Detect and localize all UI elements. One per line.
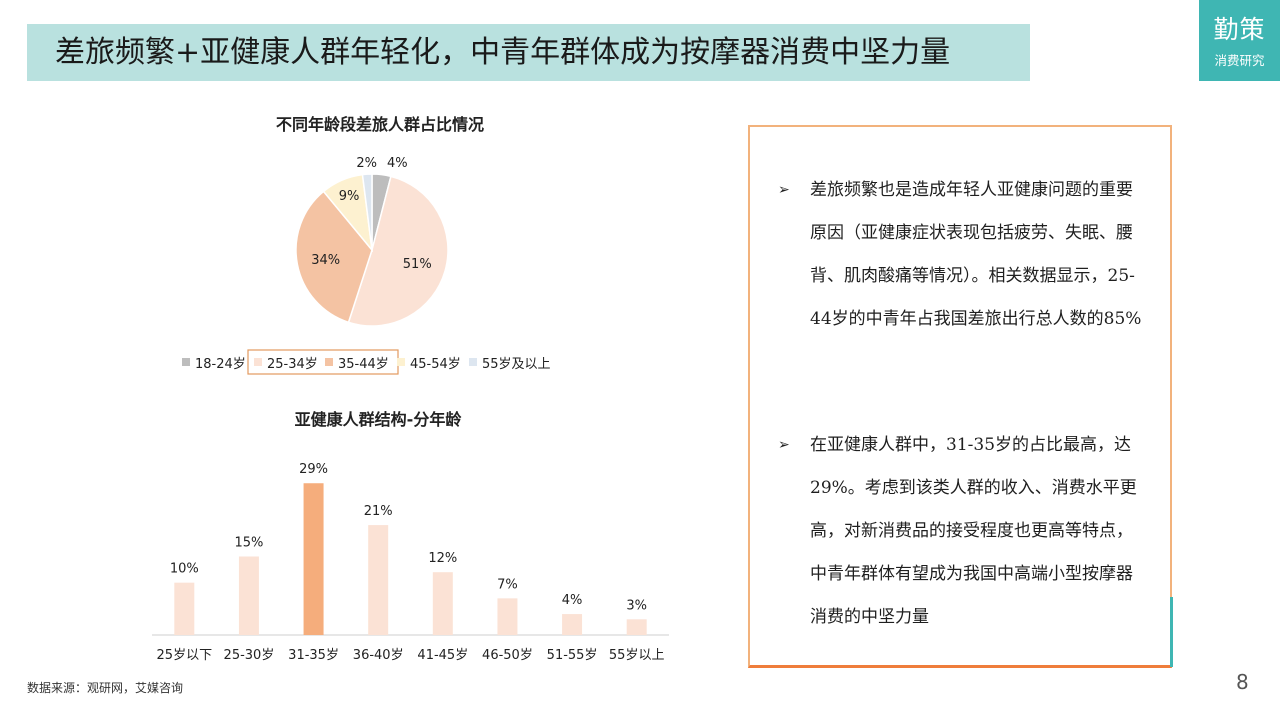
x-tick-label: 41-45岁: [417, 648, 468, 663]
x-tick-label: 55岁以上: [609, 648, 665, 663]
bar-data-label: 15%: [234, 536, 263, 551]
x-tick-label: 36-40岁: [353, 648, 404, 663]
legend-label: 35-44岁: [338, 357, 389, 372]
pie-slice-25-34岁: [347, 175, 449, 327]
x-tick-label: 25岁以下: [157, 648, 213, 663]
bar-31-35岁: [303, 483, 324, 635]
pie-slice-55岁及以上: [361, 173, 373, 251]
pie-chart-title: 不同年龄段差旅人群占比情况: [276, 115, 484, 134]
pie-chart: 4% 51% 34% 9% 2%: [295, 156, 449, 327]
bar-data-label: 3%: [626, 598, 647, 613]
data-source: 数据来源：观研网，艾媒咨询: [27, 681, 184, 695]
brand-subtitle: 消费研究: [1214, 53, 1265, 68]
brand-logo: 勤策 消费研究: [1199, 0, 1280, 81]
page-number: 8: [1236, 670, 1249, 694]
title-bar: 差旅频繁+亚健康人群年轻化，中青年群体成为按摩器消费中坚力量: [27, 24, 1030, 81]
page-title: 差旅频繁+亚健康人群年轻化，中青年群体成为按摩器消费中坚力量: [55, 35, 951, 70]
x-tick-label: 31-35岁: [288, 648, 339, 663]
pie-data-label: 34%: [311, 253, 340, 268]
bar-chart-title: 亚健康人群结构-分年龄: [295, 410, 463, 429]
legend-swatch: [325, 358, 333, 366]
arrow-icon: ➢: [778, 182, 790, 198]
arrow-icon: ➢: [778, 437, 790, 453]
bar-chart: 10% 25岁以下 15% 25-30岁 29% 31-35岁 21% 36-40岁 12% 41…: [152, 462, 669, 663]
legend-swatch: [182, 358, 190, 366]
brand-name: 勤策: [1213, 15, 1266, 44]
charts-canvas: 不同年龄段差旅人群占比情况 4% 51% 34% 9% 2% 18-24岁 25-34岁 3…: [152, 115, 669, 663]
pie-data-label: 51%: [403, 257, 432, 272]
legend-swatch: [469, 358, 477, 366]
bar-data-label: 21%: [364, 504, 393, 519]
insight-panel: ➢ 差旅频繁也是造成年轻人亚健康问题的重要原因（亚健康症状表现包括疲劳、失眠、腰…: [748, 125, 1173, 668]
bar-25-30岁: [238, 556, 259, 635]
bar-data-label: 29%: [299, 462, 328, 477]
legend-label: 45-54岁: [410, 357, 461, 372]
insight-text-1: 差旅频繁也是造成年轻人亚健康问题的重要原因（亚健康症状表现包括疲劳、失眠、腰背、…: [810, 180, 1142, 329]
insight-bullet-2: ➢ 在亚健康人群中，31-35岁的占比最高，达29%。考虑到该类人群的收入、消费…: [778, 424, 1148, 639]
bar-41-45岁: [432, 572, 453, 635]
bar-data-label: 4%: [562, 593, 583, 608]
bar-46-50岁: [497, 598, 518, 635]
x-tick-label: 51-55岁: [547, 648, 598, 663]
insight-text-2: 在亚健康人群中，31-35岁的占比最高，达29%。考虑到该类人群的收入、消费水平…: [810, 435, 1137, 627]
pie-data-label: 2%: [356, 156, 377, 171]
pie-data-label: 4%: [387, 156, 408, 171]
legend-label: 18-24岁: [195, 357, 246, 372]
bar-55岁以上: [626, 619, 647, 635]
bar-data-label: 7%: [497, 577, 518, 592]
bar-36-40岁: [368, 525, 389, 635]
pie-slice-35-44岁: [295, 190, 373, 324]
legend-swatch: [254, 358, 262, 366]
pie-data-label: 9%: [339, 189, 360, 204]
insight-bullet-1: ➢ 差旅频繁也是造成年轻人亚健康问题的重要原因（亚健康症状表现包括疲劳、失眠、腰…: [778, 169, 1148, 341]
legend-swatch: [397, 358, 405, 366]
legend-label: 25-34岁: [267, 357, 318, 372]
bar-data-label: 12%: [428, 551, 457, 566]
pie-legend: 18-24岁 25-34岁 35-44岁 45-54岁 55岁及以上: [182, 349, 551, 375]
bar-51-55岁: [562, 614, 583, 635]
x-tick-label: 25-30岁: [224, 648, 275, 663]
x-tick-label: 46-50岁: [482, 648, 533, 663]
legend-label: 55岁及以上: [482, 357, 551, 372]
bar-data-label: 10%: [170, 562, 199, 577]
bar-25岁以下: [174, 582, 195, 635]
